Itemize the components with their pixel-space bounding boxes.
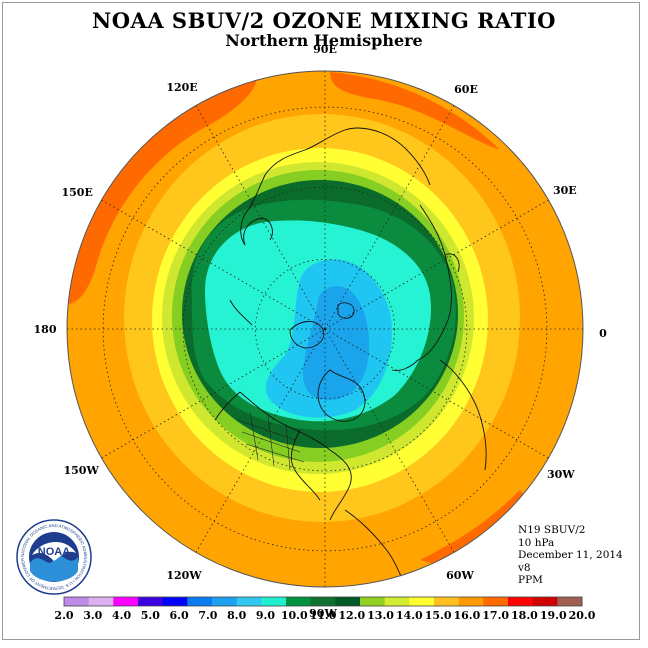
info-date: December 11, 2014: [518, 549, 623, 561]
colorbar-swatch: [212, 597, 238, 606]
colorbar-tick-label: 7.0: [198, 609, 217, 622]
colorbar-tick-label: 12.0: [338, 609, 365, 622]
map-boundary: [66, 70, 584, 588]
longitude-label: 120E: [166, 81, 197, 94]
colorbar-swatch: [236, 597, 262, 606]
colorbar-swatch: [557, 597, 583, 606]
colorbar-outline: [63, 596, 583, 607]
coast-south-america: [344, 509, 406, 586]
colorbar-swatch: [310, 597, 336, 606]
longitude-label: 90W: [309, 607, 337, 620]
colorbar-tick-label: 4.0: [112, 609, 131, 622]
longitude-labels: 90E 60E 30E 0 30W 60W 90W 120W 150W 180 150E 120E: [34, 43, 608, 620]
info-satellite: N19 SBUV/2: [518, 524, 586, 536]
colorbar: 2.0 3.0 4.0 5.0 6.0 7.0 8.0 9.0 10.0 11.0 12.0 13.0…: [54, 596, 596, 622]
coast-africa: [439, 359, 487, 471]
map-title: NOAA SBUV/2 OZONE MIXING RATIO: [92, 8, 556, 33]
info-version: v8: [518, 561, 531, 574]
colorbar-swatch: [483, 597, 509, 606]
colorbar-swatch: [532, 597, 558, 606]
latitude-circle: [254, 258, 396, 400]
colorbar-tick-label: 13.0: [367, 609, 394, 622]
colorbar-tick-label: 5.0: [141, 609, 160, 622]
colorbar-swatch: [434, 597, 460, 606]
colorbar-tick-label: 8.0: [227, 609, 246, 622]
colorbar-tick-label: 19.0: [540, 609, 567, 622]
colorbar-swatch: [187, 597, 213, 606]
colorbar-swatch: [261, 597, 287, 606]
coast-japan-kamchatka: [229, 217, 273, 326]
longitude-label: 60W: [446, 569, 474, 582]
colorbar-swatch: [113, 597, 139, 606]
longitude-label: 60E: [454, 83, 478, 96]
longitude-label: 0: [599, 327, 607, 340]
coast-greenland: [317, 369, 366, 422]
colorbar-tick-label: 3.0: [83, 609, 102, 622]
colorbar-tick-label: 10.0: [281, 609, 308, 622]
colorbar-tick-label: 17.0: [482, 609, 509, 622]
ozone-field: [67, 71, 583, 587]
info-units: PPM: [518, 574, 543, 586]
longitude-label: 30W: [547, 468, 575, 481]
colorbar-swatch: [458, 597, 484, 606]
colorbar-swatch: [64, 597, 90, 606]
colorbar-swatch: [138, 597, 164, 606]
colorbar-swatch: [335, 597, 361, 606]
colorbar-swatch: [508, 597, 534, 606]
info-block: N19 SBUV/2 10 hPa December 11, 2014 v8 P…: [518, 524, 623, 587]
colorbar-tick-label: 2.0: [54, 609, 73, 622]
longitude-label: 180: [34, 323, 57, 336]
colorbar-swatch: [384, 597, 410, 606]
colorbar-swatch: [162, 597, 188, 606]
colorbar-tick-label: 9.0: [256, 609, 275, 622]
colorbar-tick-label: 15.0: [425, 609, 452, 622]
coastlines: [214, 127, 487, 586]
colorbar-tick-label: 16.0: [453, 609, 480, 622]
figure-frame: [2, 2, 640, 640]
graticule: [67, 71, 583, 587]
colorbar-swatch: [409, 597, 435, 606]
colorbar-swatch: [360, 597, 386, 606]
coast-north-america: [214, 391, 352, 521]
noaa-logo: NOAA NATIONAL OCEANIC AND ATMOSPHERIC AD…: [16, 519, 92, 595]
colorbar-tick-label: 14.0: [396, 609, 423, 622]
colorbar-tick-label: 11.0: [310, 609, 337, 622]
latitude-circle: [182, 186, 468, 472]
us-states-grid: [237, 411, 305, 471]
noaa-logo-label: NOAA: [38, 546, 70, 558]
colorbar-swatch: [286, 597, 312, 606]
longitude-label: 150E: [61, 186, 92, 199]
longitude-label: 150W: [64, 464, 100, 477]
info-level: 10 hPa: [518, 536, 555, 549]
longitude-label: 30E: [553, 184, 577, 197]
colorbar-tick-label: 6.0: [170, 609, 189, 622]
field-band-18-north: [330, 72, 500, 150]
latitude-circle: [102, 106, 548, 552]
longitude-label: 90E: [313, 43, 337, 56]
colorbar-tick-label: 20.0: [569, 609, 596, 622]
map-subtitle: Northern Hemisphere: [225, 31, 423, 50]
colorbar-swatch: [88, 597, 114, 606]
coast-arctic-islands: [289, 302, 355, 349]
coast-europe-asia: [240, 127, 460, 371]
colorbar-tick-label: 18.0: [511, 609, 538, 622]
longitude-label: 120W: [166, 569, 202, 582]
